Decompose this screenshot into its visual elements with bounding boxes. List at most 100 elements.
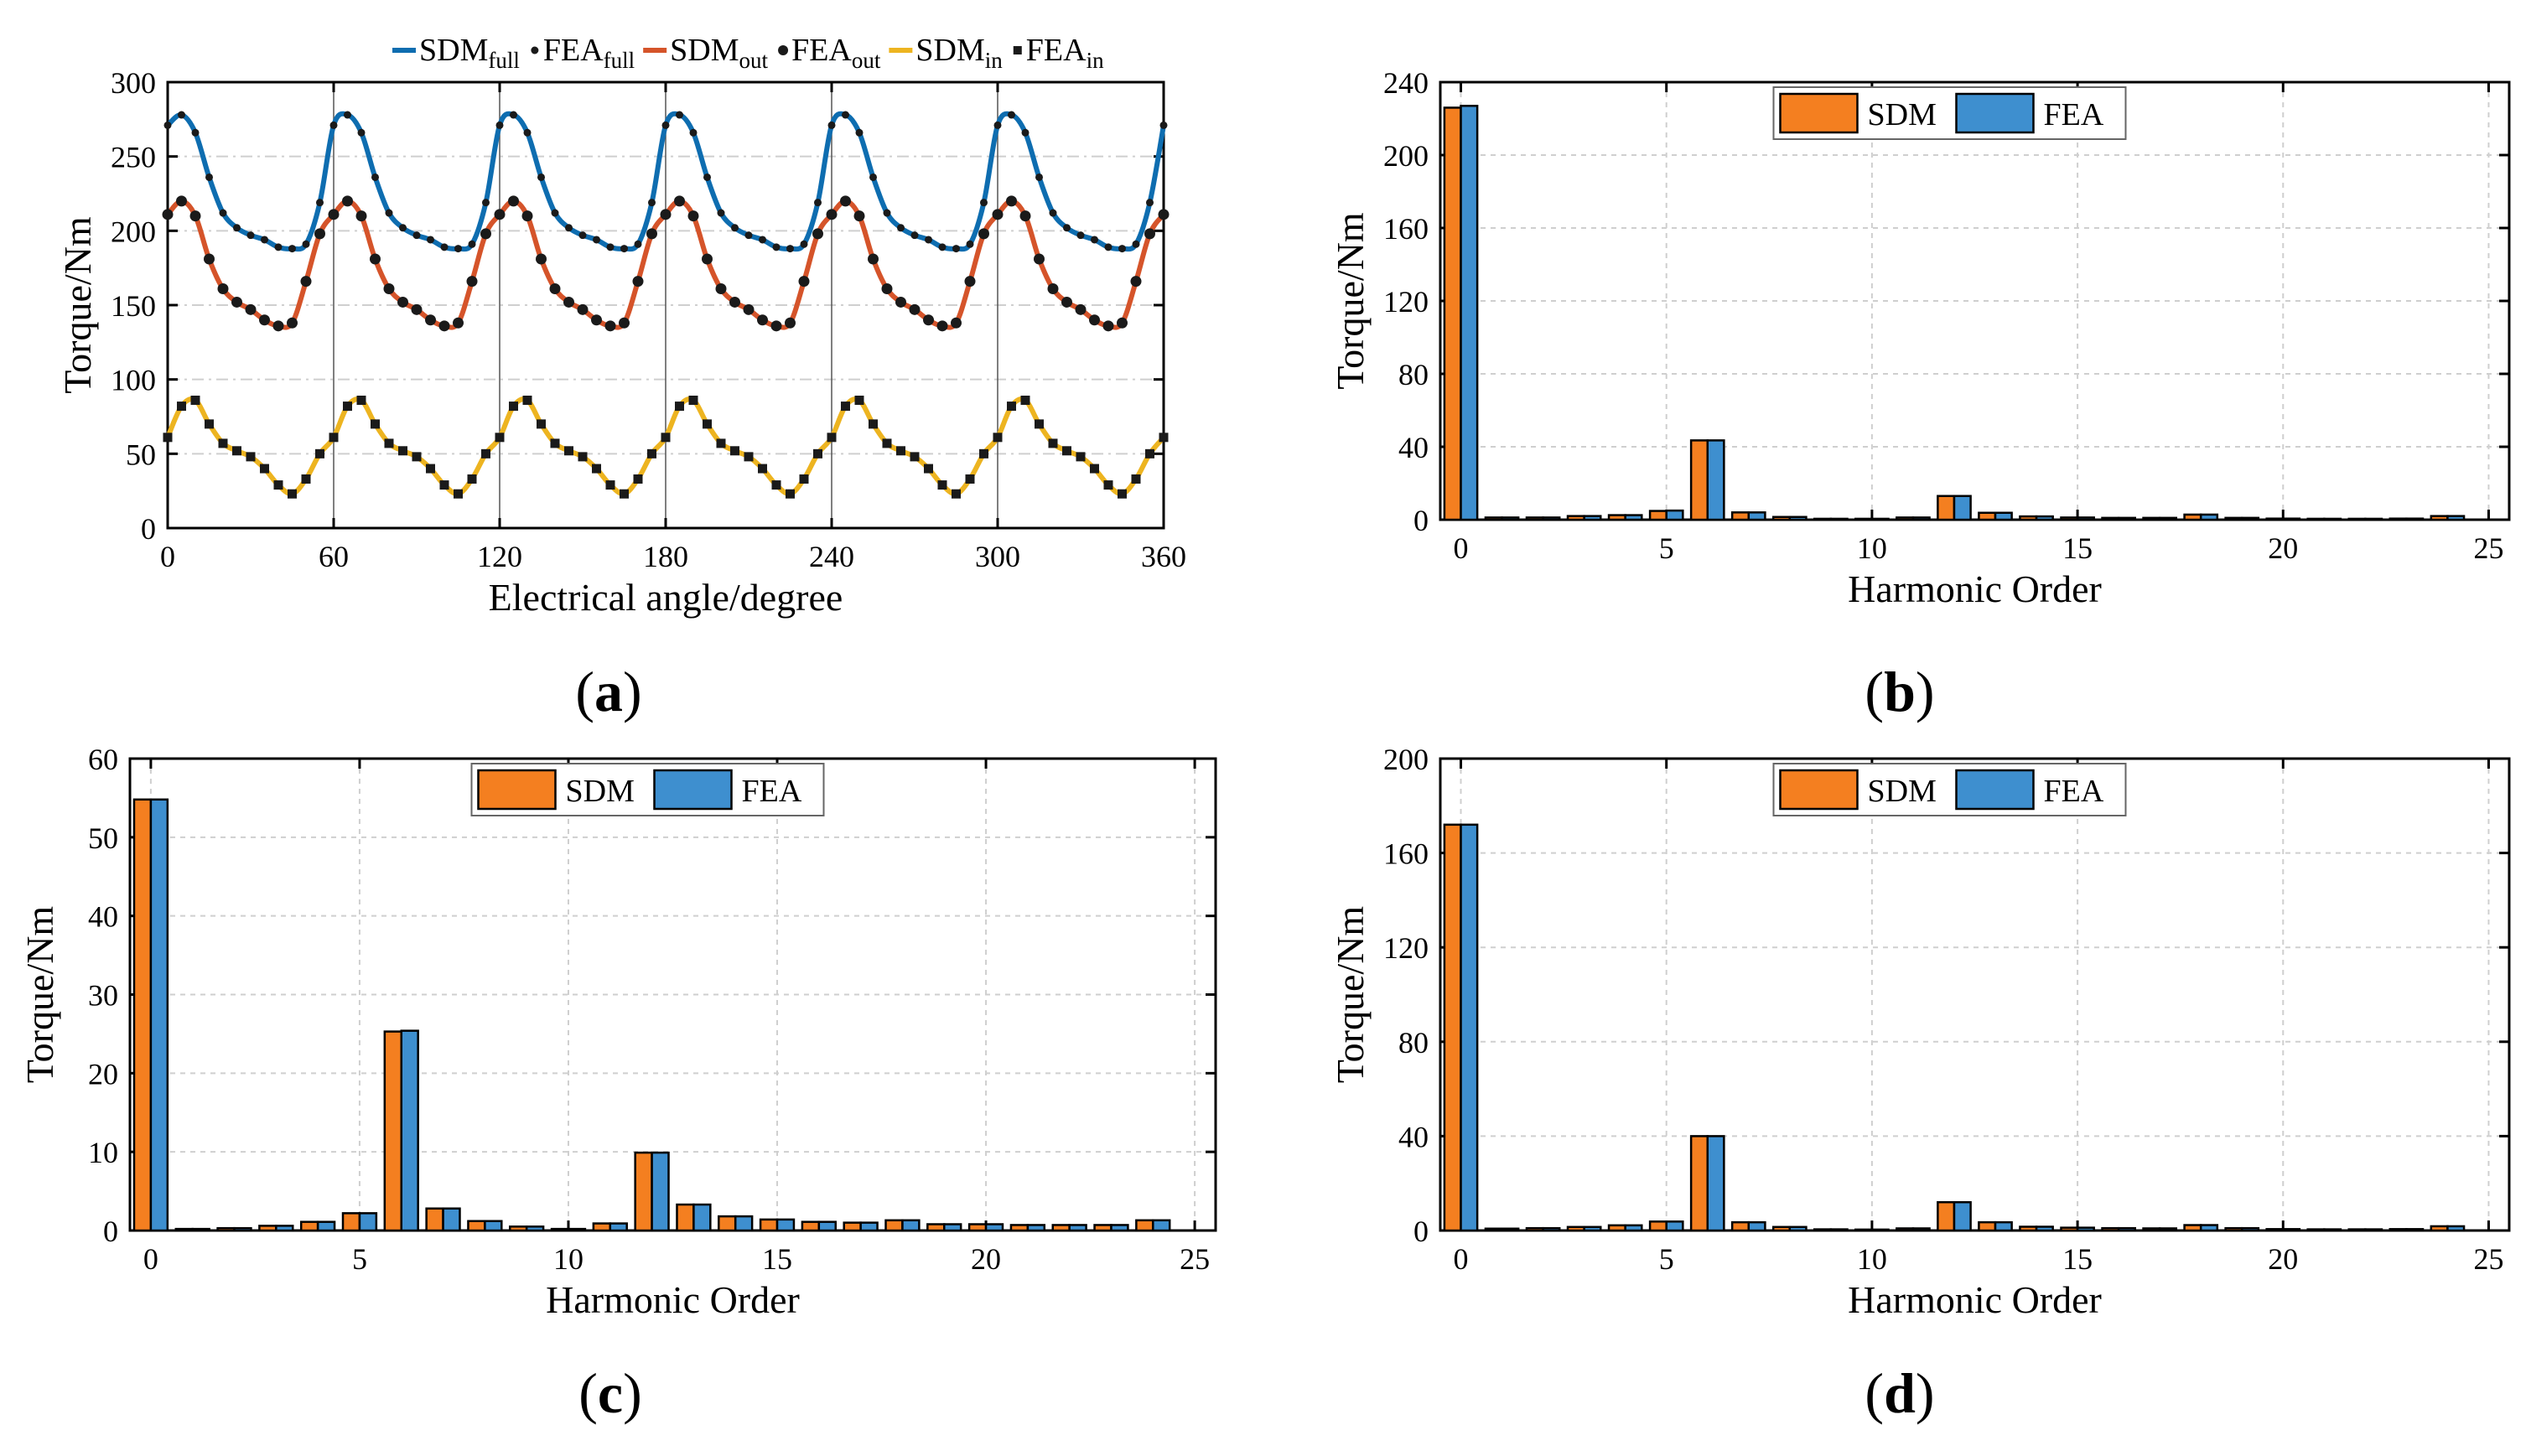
- marker-fea-in: [578, 452, 588, 462]
- bar-fea: [609, 1222, 628, 1232]
- marker-fea-out: [604, 320, 616, 332]
- marker-fea-in: [1118, 489, 1127, 499]
- x-tick-label: 0: [1454, 531, 1469, 565]
- y-tick-label: 0: [141, 512, 156, 546]
- legend-swatch-sdm: [1779, 92, 1859, 134]
- y-tick-label: 160: [1383, 212, 1429, 246]
- bar-sdm: [2060, 516, 2079, 521]
- bar-fea: [1829, 517, 1849, 521]
- chart-a: 0 50 100 150 200 250 300 0 60 120 180 240 300 360 Elec…: [56, 33, 1186, 723]
- bar-sdm: [258, 1225, 277, 1232]
- bar-fea: [2364, 517, 2383, 521]
- bar-sdm: [1443, 106, 1462, 521]
- marker-fea-in: [467, 474, 477, 484]
- marker-fea-in: [550, 438, 560, 448]
- bar-fea: [2035, 1225, 2054, 1232]
- bar-sdm: [1854, 1228, 1874, 1232]
- bar-sdm: [843, 1221, 862, 1232]
- marker-fea-in: [190, 395, 200, 405]
- bar-sdm: [2265, 517, 2285, 521]
- bar-fea: [1788, 1225, 1807, 1232]
- bar-sdm: [509, 1225, 528, 1232]
- marker-fea-out: [1006, 195, 1017, 207]
- marker-fea-out: [757, 314, 768, 326]
- bar-fea: [525, 1225, 545, 1232]
- marker-fea-full: [593, 236, 600, 244]
- marker-fea-in: [965, 474, 975, 484]
- bar-fea: [1747, 511, 1766, 521]
- marker-fea-full: [938, 243, 947, 251]
- legend-label-sdm-full: SDMfull: [419, 33, 520, 73]
- bar-fea: [2446, 515, 2466, 521]
- marker-fea-in: [1062, 446, 1071, 456]
- marker-fea-full: [344, 111, 351, 119]
- marker-fea-full: [993, 121, 1002, 129]
- bar-sdm: [2265, 1228, 2285, 1232]
- marker-fea-out: [812, 228, 823, 240]
- legend-marker-out: [778, 45, 789, 55]
- bar-sdm: [1484, 1227, 1503, 1232]
- marker-fea-in: [412, 452, 422, 462]
- bar-fea: [651, 1151, 670, 1232]
- y-tick-label: 240: [1383, 66, 1429, 100]
- bar-fea: [2241, 516, 2260, 521]
- marker-fea-out: [314, 228, 325, 240]
- marker-fea-in: [163, 433, 173, 443]
- bar-sdm: [1813, 517, 1833, 521]
- bar-sdm: [967, 1223, 988, 1232]
- marker-fea-in: [481, 448, 490, 459]
- marker-fea-in: [509, 402, 518, 412]
- legend-swatch-fea: [1955, 92, 2035, 134]
- marker-fea-full: [163, 121, 172, 129]
- marker-fea-full: [551, 209, 559, 217]
- x-tick-label: 10: [1857, 1242, 1887, 1276]
- legend-swatch-fea: [1955, 769, 2035, 811]
- y-axis: 0 10 20 30 40 50 60: [88, 743, 1216, 1248]
- marker-fea-out: [328, 209, 340, 220]
- marker-fea-full: [676, 111, 683, 119]
- marker-fea-in: [329, 433, 339, 443]
- bar-fea: [1501, 516, 1520, 521]
- marker-fea-out: [259, 314, 270, 326]
- bar-fea: [2158, 516, 2178, 521]
- x-tick-label: 5: [1659, 531, 1674, 565]
- x-tick-label: 180: [643, 540, 688, 573]
- bar-fea: [233, 1226, 252, 1232]
- y-tick-label: 40: [1398, 431, 1429, 464]
- marker-fea-full: [399, 224, 407, 232]
- marker-fea-out: [342, 195, 353, 207]
- bar-fea: [275, 1225, 294, 1232]
- marker-fea-full: [744, 231, 753, 240]
- y-tick-label: 50: [126, 438, 156, 471]
- bar-sdm: [592, 1222, 612, 1232]
- marker-fea-in: [564, 446, 573, 456]
- legend-swatch-sdm: [1779, 769, 1859, 811]
- marker-fea-out: [425, 314, 436, 326]
- legend-label-fea-full: FEAfull: [543, 33, 635, 73]
- marker-fea-full: [1104, 243, 1112, 251]
- marker-fea-in: [371, 419, 380, 429]
- y-tick-label: 100: [111, 364, 156, 397]
- marker-fea-out: [176, 195, 187, 207]
- y-axis-label: Torque/Nm: [56, 216, 99, 394]
- marker-fea-out: [355, 210, 367, 222]
- grid-lines: [1440, 759, 2509, 1231]
- y-tick-label: 200: [1383, 139, 1429, 173]
- marker-fea-in: [1076, 452, 1086, 462]
- bar-sdm: [1009, 1224, 1030, 1232]
- marker-fea-full: [1146, 199, 1154, 207]
- bar-fea: [567, 1227, 587, 1232]
- marker-fea-out: [1117, 317, 1128, 329]
- x-axis: 0 60 120 180 240 300 360: [160, 82, 1186, 573]
- marker-fea-full: [966, 240, 974, 248]
- marker-fea-in: [177, 402, 186, 412]
- marker-fea-out: [619, 317, 630, 329]
- x-axis-label: Electrical angle/degree: [489, 576, 843, 619]
- legend-label-fea: FEA: [2044, 97, 2104, 132]
- marker-fea-full: [1063, 224, 1071, 232]
- bar-sdm: [2183, 513, 2202, 521]
- legend-swatch-fea: [653, 769, 733, 811]
- marker-fea-out: [1130, 276, 1142, 288]
- legend: SDM FEA: [1772, 86, 2127, 140]
- bar-sdm: [1484, 516, 1503, 521]
